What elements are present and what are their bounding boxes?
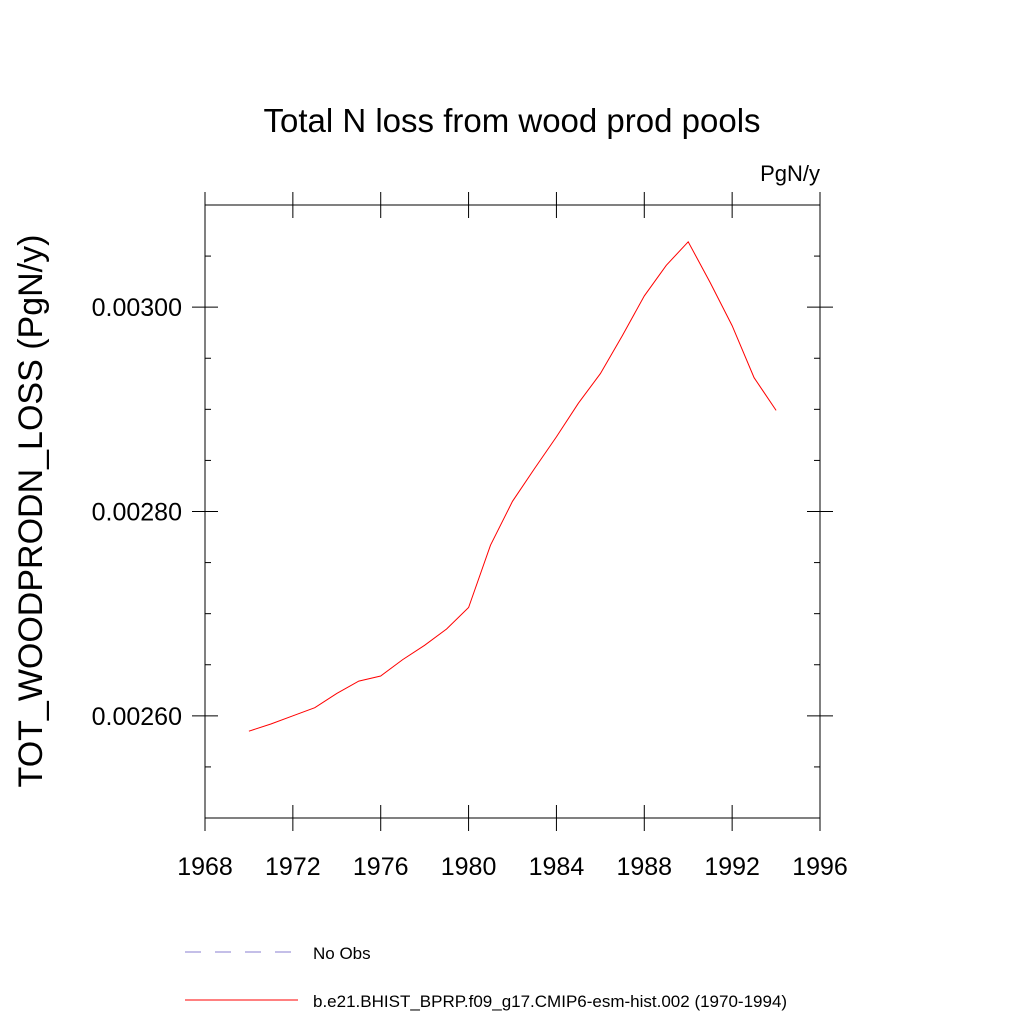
x-tick-label: 1976 <box>353 853 409 881</box>
legend: No Obs b.e21.BHIST_BPRP.f09_g17.CMIP6-esm… <box>185 944 787 1011</box>
x-tick-label: 1992 <box>704 853 760 881</box>
x-tick-label: 1988 <box>616 853 672 881</box>
x-tick-label: 1972 <box>265 853 321 881</box>
legend-label: b.e21.BHIST_BPRP.f09_g17.CMIP6-esm-hist.… <box>313 992 787 1011</box>
y-tick-label: 0.00260 <box>92 703 182 731</box>
chart-title: Total N loss from wood prod pools <box>263 102 760 139</box>
x-tick-label: 1996 <box>792 853 848 881</box>
x-axis: 1968 1972 1976 1980 1984 1988 1992 1996 <box>177 192 848 881</box>
series-layer <box>248 240 777 732</box>
y-axis-label: TOT_WOODPRODN_LOSS (PgN/y) <box>12 235 50 788</box>
x-tick-label: 1980 <box>441 853 497 881</box>
y-tick-label: 0.00300 <box>92 294 182 322</box>
y-tick-label: 0.00280 <box>92 499 182 527</box>
x-tick-label: 1984 <box>529 853 585 881</box>
series-line <box>248 240 777 732</box>
y-axis: 0.00260 0.00280 0.00300 <box>92 255 833 768</box>
units-label: PgN/y <box>760 161 820 186</box>
legend-label: No Obs <box>313 944 371 963</box>
x-tick-label: 1968 <box>177 853 233 881</box>
plot-frame <box>204 204 821 819</box>
